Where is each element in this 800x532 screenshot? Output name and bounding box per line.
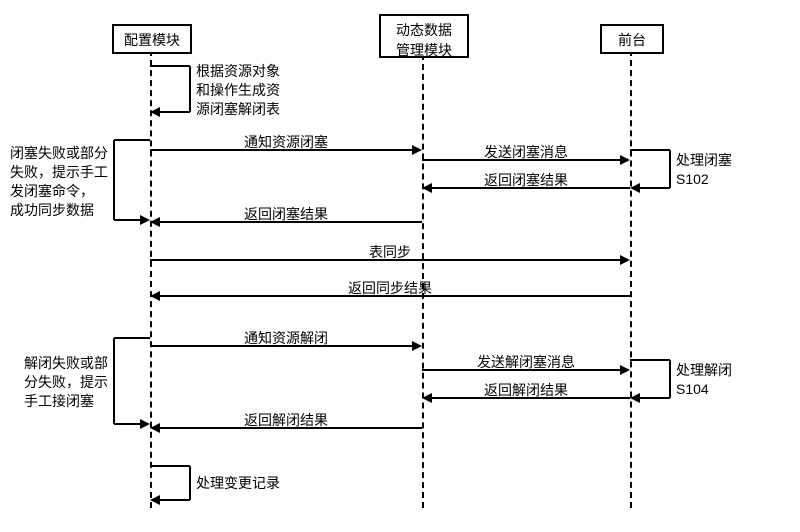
message-label-m4: 返回闭塞结果 bbox=[244, 204, 328, 224]
message-label-m9: 返回解闭结果 bbox=[484, 380, 568, 400]
message-label-m8: 发送解闭塞消息 bbox=[477, 352, 575, 372]
message-label-m1: 通知资源闭塞 bbox=[244, 132, 328, 152]
participant-dynmgr: 动态数据管理模块 bbox=[379, 14, 469, 58]
message-label-m10: 返回解闭结果 bbox=[244, 410, 328, 430]
participant-config: 配置模块 bbox=[112, 24, 192, 54]
message-label-m3: 返回闭塞结果 bbox=[484, 170, 568, 190]
self-call-label-gen_table: 根据资源对象和操作生成资源闭塞解闭表 bbox=[196, 62, 280, 119]
self-call-label-unblock_fail: 解闭失败或部分失败，提示手工接闭塞 bbox=[24, 354, 108, 411]
self-call-label-proc_unblock: 处理解闭S104 bbox=[676, 361, 732, 399]
self-call-label-block_fail: 闭塞失败或部分失败，提示手工发闭塞命令，成功同步数据 bbox=[10, 144, 108, 220]
message-label-m6: 返回同步结果 bbox=[348, 278, 432, 298]
self-call-label-change_log: 处理变更记录 bbox=[196, 474, 280, 493]
message-label-m7: 通知资源解闭 bbox=[244, 328, 328, 348]
message-label-m2: 发送闭塞消息 bbox=[484, 142, 568, 162]
arrows-layer bbox=[0, 0, 800, 532]
participant-front: 前台 bbox=[600, 24, 664, 54]
self-call-label-proc_block: 处理闭塞S102 bbox=[676, 151, 732, 189]
message-label-m5: 表同步 bbox=[369, 242, 411, 262]
